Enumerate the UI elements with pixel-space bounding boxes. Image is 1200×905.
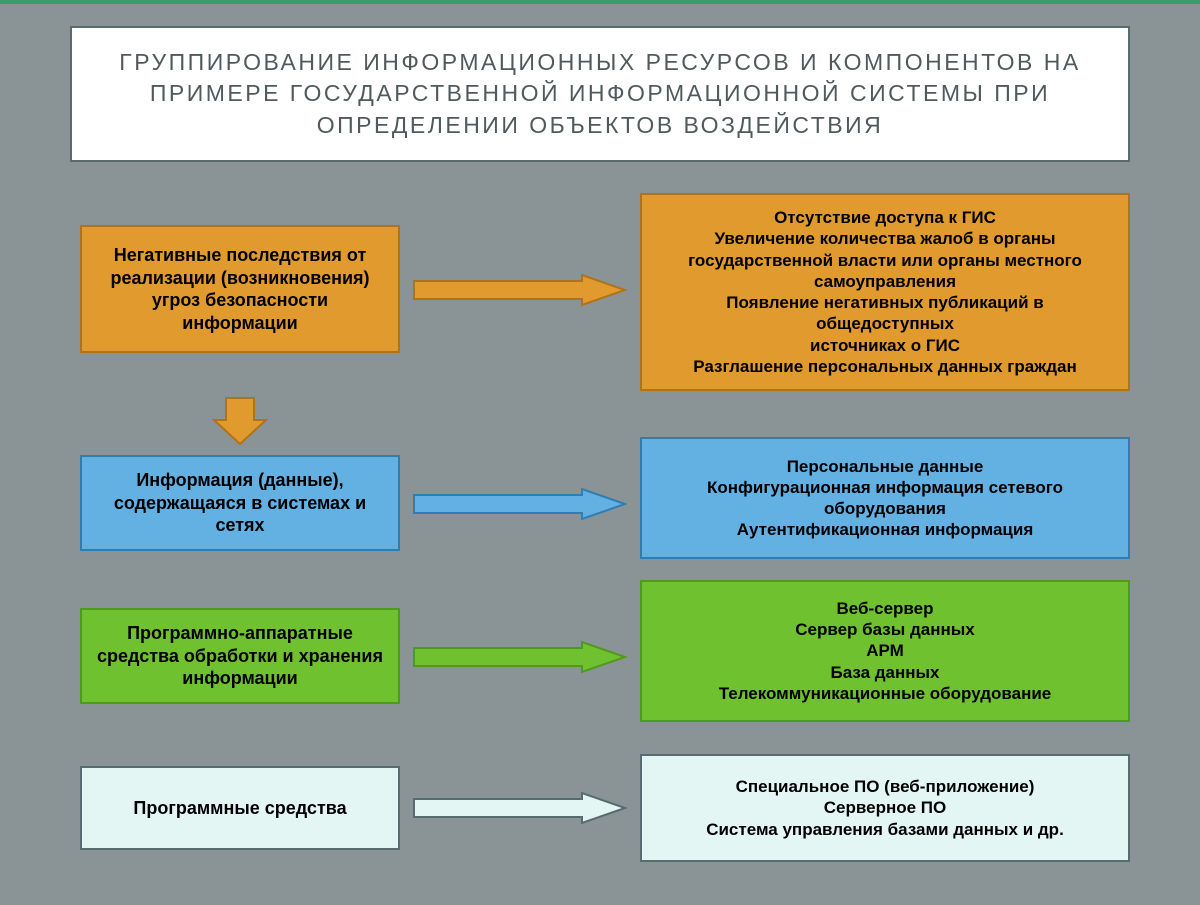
box-right-orange-text: Отсутствие доступа к ГИС Увеличение коли… (656, 207, 1114, 377)
box-left-blue: Информация (данные), содержащаяся в сист… (80, 455, 400, 551)
arrow-down-orange-icon (212, 396, 268, 446)
box-left-mint: Программные средства (80, 766, 400, 850)
arrow-right-blue-icon (412, 487, 627, 521)
box-left-green-text: Программно-аппаратные средства обработки… (96, 622, 384, 690)
box-right-orange: Отсутствие доступа к ГИС Увеличение коли… (640, 193, 1130, 391)
arrow-right-green-icon (412, 640, 627, 674)
box-right-mint-text: Специальное ПО (веб-приложение) Серверно… (706, 776, 1064, 840)
box-left-green: Программно-аппаратные средства обработки… (80, 608, 400, 704)
arrow-right-orange-icon (412, 273, 627, 307)
box-right-green: Веб-сервер Сервер базы данных АРМ База д… (640, 580, 1130, 722)
box-right-mint: Специальное ПО (веб-приложение) Серверно… (640, 754, 1130, 862)
box-left-orange: Негативные последствия от реализации (во… (80, 225, 400, 353)
box-right-green-text: Веб-сервер Сервер базы данных АРМ База д… (719, 598, 1052, 704)
box-left-mint-text: Программные средства (133, 797, 346, 820)
box-left-orange-text: Негативные последствия от реализации (во… (96, 244, 384, 334)
top-stripe (0, 0, 1200, 4)
box-left-blue-text: Информация (данные), содержащаяся в сист… (96, 469, 384, 537)
box-right-blue: Персональные данные Конфигурационная инф… (640, 437, 1130, 559)
arrow-right-mint-icon (412, 791, 627, 825)
box-right-blue-text: Персональные данные Конфигурационная инф… (656, 456, 1114, 541)
title-box: ГРУППИРОВАНИЕ ИНФОРМАЦИОННЫХ РЕСУРСОВ И … (70, 26, 1130, 162)
title-text: ГРУППИРОВАНИЕ ИНФОРМАЦИОННЫХ РЕСУРСОВ И … (112, 47, 1088, 140)
